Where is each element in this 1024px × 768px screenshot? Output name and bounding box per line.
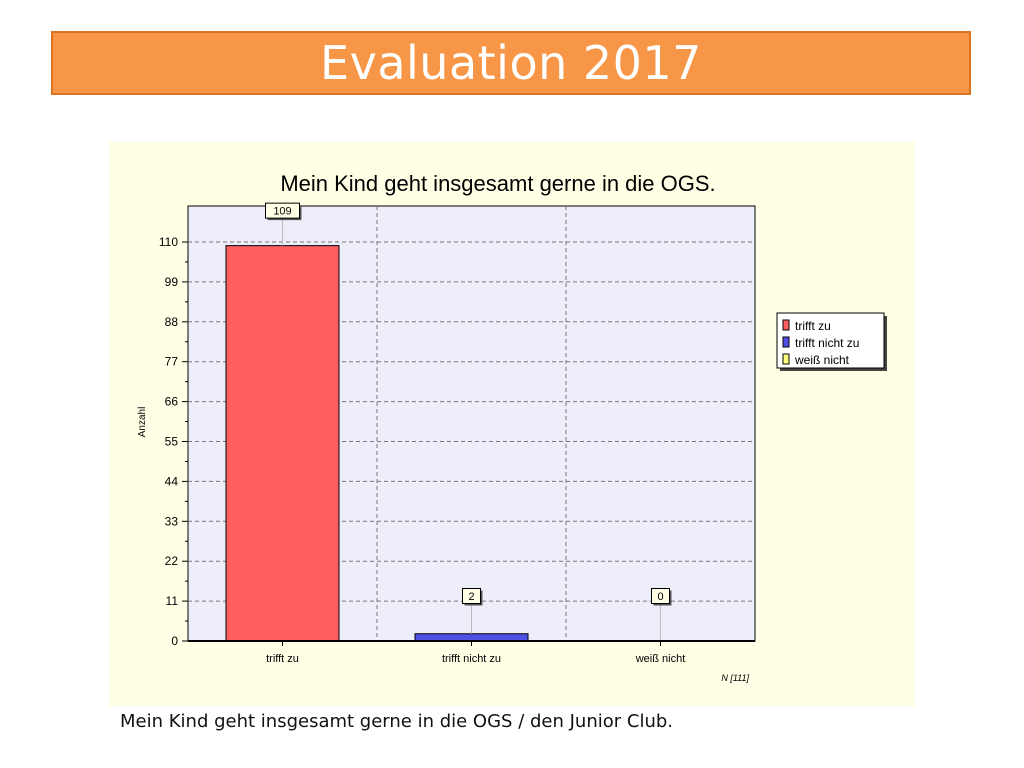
bar-2 bbox=[414, 633, 529, 642]
x-tick-label: trifft nicht zu bbox=[442, 653, 501, 665]
chart-footnote: N [111] bbox=[721, 673, 749, 683]
legend-label-1: trifft zu bbox=[795, 319, 831, 333]
bars bbox=[225, 245, 529, 642]
axes: 0 11 22 33 44 55 66 77 88 99 110 trifft zu trifft ni… bbox=[159, 235, 755, 665]
y-tick-label: 44 bbox=[165, 474, 179, 488]
legend: trifft zu trifft nicht zu weiß nicht bbox=[776, 312, 887, 371]
y-tick-label: 0 bbox=[171, 634, 178, 648]
chart-title: Mein Kind geht insgesamt gerne in die OG… bbox=[280, 171, 715, 196]
y-tick-label: 33 bbox=[165, 514, 179, 528]
data-label-box bbox=[265, 202, 300, 219]
legend-swatch-2 bbox=[782, 336, 790, 348]
data-label: 0 bbox=[657, 591, 663, 603]
y-tick-label: 99 bbox=[165, 275, 179, 289]
data-labels: 109 2 0 bbox=[265, 202, 672, 641]
y-axis-title: Anzahl bbox=[137, 407, 148, 438]
slide-title-banner: Evaluation 2017 bbox=[51, 31, 971, 95]
y-tick-label: 66 bbox=[165, 395, 179, 409]
data-label: 2 bbox=[468, 591, 474, 603]
bar-1 bbox=[225, 245, 340, 642]
legend-box bbox=[776, 312, 885, 369]
slide-caption: Mein Kind geht insgesamt gerne in die OG… bbox=[120, 711, 673, 732]
legend-label-2: trifft nicht zu bbox=[795, 336, 859, 350]
x-tick-label: trifft zu bbox=[266, 653, 299, 665]
y-tick-label: 22 bbox=[165, 554, 179, 568]
legend-swatch-1 bbox=[782, 319, 790, 331]
data-label: 109 bbox=[273, 206, 291, 218]
y-tick-label: 11 bbox=[166, 594, 179, 608]
chart-panel: 109 2 0 0 11 22 33 44 55 66 77 88 99 110 trifft zu tri… bbox=[109, 142, 915, 706]
y-tick-label: 55 bbox=[165, 435, 179, 449]
y-tick-label: 88 bbox=[165, 315, 179, 329]
y-tick-label: 77 bbox=[165, 355, 179, 369]
legend-label-3: weiß nicht bbox=[794, 353, 850, 367]
data-label-box bbox=[462, 588, 481, 604]
legend-swatch-3 bbox=[782, 353, 790, 365]
y-tick-label: 110 bbox=[159, 235, 178, 249]
slide-title: Evaluation 2017 bbox=[320, 36, 702, 90]
data-label-box bbox=[651, 588, 670, 604]
x-tick-label: weiß nicht bbox=[635, 653, 686, 665]
